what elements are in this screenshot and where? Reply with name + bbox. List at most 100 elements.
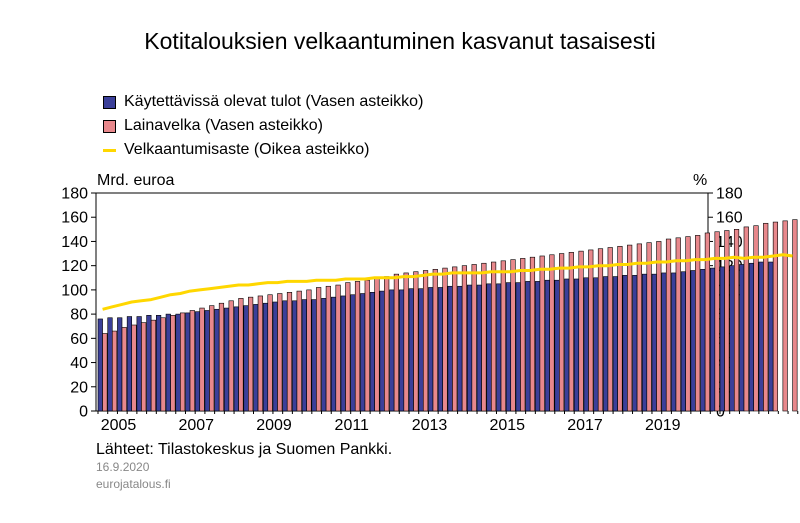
bar-debt [597,248,604,412]
bar-income [573,278,580,412]
bar-debt [588,249,594,412]
bar-income [729,265,735,412]
bar-income [709,267,716,412]
bar-debt [277,293,283,412]
bar-debt [160,317,166,412]
legend-item-ratio: Velkaantumisaste (Oikea asteikko) [103,138,423,162]
left-tick-label: 120 [61,258,88,275]
bar-income [525,281,531,412]
bar-income [496,283,502,412]
bar-income [224,307,230,412]
bar-debt [364,279,370,412]
bar-debt [549,254,555,412]
line-debt-ratio [102,253,793,311]
bar-debt [170,315,176,412]
bar-debt [636,243,642,412]
bar-debt [529,256,536,412]
bar-debt [491,261,497,412]
bar-income [486,283,492,412]
bar-income [564,278,570,412]
bar-debt [257,295,263,412]
bar-debt [345,282,351,412]
bar-debt [559,253,565,412]
bar-debt [189,310,195,412]
bar-debt [452,266,458,412]
bar-debt [267,294,273,412]
bar-income [768,261,774,412]
bar-income [515,282,521,412]
x-tick-label: 2017 [567,417,603,434]
bar-debt [646,242,652,412]
left-axis-unit: Mrd. euroa [97,172,175,189]
bar-debt [121,327,127,412]
bar-income [641,273,648,412]
bar-debt [374,277,380,412]
bar-income [680,271,686,412]
bar-debt [199,307,205,412]
right-tick-label: 180 [716,186,743,203]
bar-debt [481,262,487,412]
bar-debt [617,245,623,412]
bar-debt [150,319,157,412]
bar-income [593,277,599,412]
left-tick-label: 40 [70,355,88,372]
x-tick-label: 2015 [489,417,525,434]
bar-debt [422,270,429,412]
bar-income [505,282,512,412]
bar-debt [286,292,293,412]
bar-debt [393,273,399,412]
bar-income [233,306,239,412]
bar-income [408,288,414,412]
bar-debt [442,267,448,412]
bar-debt [325,285,331,412]
left-tick-label: 160 [61,210,88,227]
bar-income [185,312,191,412]
bar-debt [782,220,788,412]
bar-income [583,277,589,412]
bar-debt [675,237,681,412]
bar-debt [102,333,108,412]
bar-income [107,317,113,412]
x-tick-label: 2009 [256,417,292,434]
bar-debt [131,324,137,412]
bar-income [428,287,434,412]
x-tick-label: 2005 [101,417,137,434]
bar-income [253,304,259,412]
bar-debt [306,289,312,412]
bar-income [204,310,210,412]
legend-label-debt: Lainavelka (Vasen asteikko) [124,117,323,134]
bar-debt [471,264,477,412]
bar-debt [500,260,506,412]
bar-debt [248,296,254,412]
bar-income [272,301,278,412]
bar-debt [510,259,516,412]
left-tick-label: 0 [79,404,88,421]
legend-label-ratio: Velkaantumisaste (Oikea asteikko) [124,141,370,158]
bar-income [330,296,337,412]
x-tick-label: 2007 [178,417,214,434]
bar-debt [432,268,438,412]
bar-income [243,305,249,412]
bar-income [165,313,171,412]
bar-debt [111,330,118,412]
bar-income [544,279,550,412]
x-tick-label: 2011 [335,417,370,434]
bar-income [369,292,375,412]
bar-debt [743,226,749,412]
bar-income [671,272,677,412]
bar-income [214,308,220,412]
bar-income [612,276,618,412]
bar-income [651,273,657,412]
bar-debt [461,265,468,412]
bar-income [282,300,288,412]
publish-date: 16.9.2020 [96,460,150,474]
bar-income [700,268,706,412]
bar-income [690,270,696,412]
bar-debt [209,305,215,412]
bar-debt [228,300,234,412]
legend-label-income: Käytettävissä olevat tulot (Vasen asteik… [124,93,424,110]
source-note: Lähteet: Tilastokeskus ja Suomen Pankki. [96,441,393,458]
bar-income [632,275,638,412]
left-tick-label: 140 [61,234,88,251]
